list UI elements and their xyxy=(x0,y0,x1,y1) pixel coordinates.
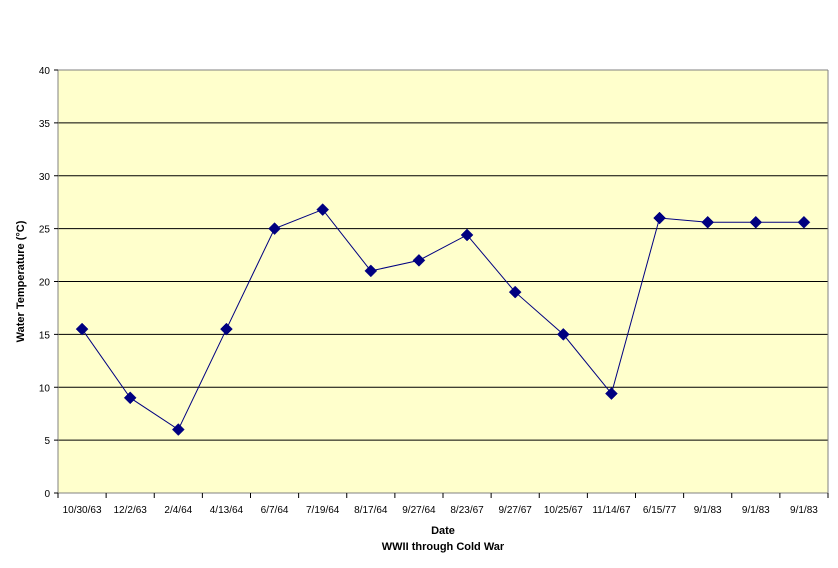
data-point-marker xyxy=(508,285,522,299)
y-tick-labels: 0 5 10 15 20 25 30 35 40 xyxy=(39,66,58,500)
data-point-marker xyxy=(749,215,763,229)
data-point-marker xyxy=(797,215,811,229)
x-tick-label: 9/1/83 xyxy=(790,505,818,516)
data-point-marker xyxy=(556,328,570,341)
data-point-marker xyxy=(220,322,233,336)
data-point-marker xyxy=(364,264,378,278)
x-tick-label: 9/27/67 xyxy=(499,505,533,516)
data-point-marker xyxy=(268,222,281,235)
x-tick-label: 11/14/67 xyxy=(592,505,631,516)
x-tick-label: 9/27/64 xyxy=(402,505,436,516)
y-tick-label: 5 xyxy=(44,436,50,447)
y-tick-label: 40 xyxy=(39,66,51,77)
x-tick-label: 2/4/64 xyxy=(164,505,192,516)
x-tick-label: 10/30/63 xyxy=(63,505,102,516)
data-point-marker xyxy=(75,322,89,336)
data-point-marker xyxy=(605,387,618,400)
data-point-marker xyxy=(316,203,330,216)
x-tick-label: 9/1/83 xyxy=(742,505,770,516)
x-tick-label: 12/2/63 xyxy=(114,505,148,516)
x-tick-label: 8/17/64 xyxy=(354,505,388,516)
x-tick-label: 6/15/77 xyxy=(643,505,677,516)
x-tick-label: 9/1/83 xyxy=(694,505,722,516)
x-tick-label: 6/7/64 xyxy=(261,505,289,516)
x-tick-label: 8/23/67 xyxy=(450,505,484,516)
data-point-marker xyxy=(123,391,137,405)
data-point-marker xyxy=(171,423,185,436)
data-point-marker xyxy=(412,253,426,267)
y-tick-label: 10 xyxy=(39,383,51,394)
series-line xyxy=(81,208,804,431)
data-point-marker xyxy=(701,215,715,229)
y-tick-label: 35 xyxy=(39,119,51,130)
y-axis-title: Water Temperature (°C) xyxy=(15,220,27,342)
series xyxy=(75,203,811,436)
data-point-marker xyxy=(653,211,666,225)
x-axis-title: Date xyxy=(431,525,455,537)
y-tick-label: 25 xyxy=(39,225,51,236)
y-tick-label: 0 xyxy=(44,489,50,500)
y-tick-label: 15 xyxy=(39,330,51,341)
y-tick-label: 20 xyxy=(39,278,51,289)
x-tick-label: 10/25/67 xyxy=(544,505,583,516)
x-axis-subtitle: WWII through Cold War xyxy=(382,541,505,553)
x-tick-labels: 10/30/63 12/2/63 2/4/64 4/13/64 6/7/64 7/19/6… xyxy=(57,493,829,516)
y-tick-label: 30 xyxy=(39,172,51,183)
x-tick-label: 7/19/64 xyxy=(306,505,340,516)
data-point-marker xyxy=(460,228,474,242)
x-tick-label: 4/13/64 xyxy=(210,505,244,516)
